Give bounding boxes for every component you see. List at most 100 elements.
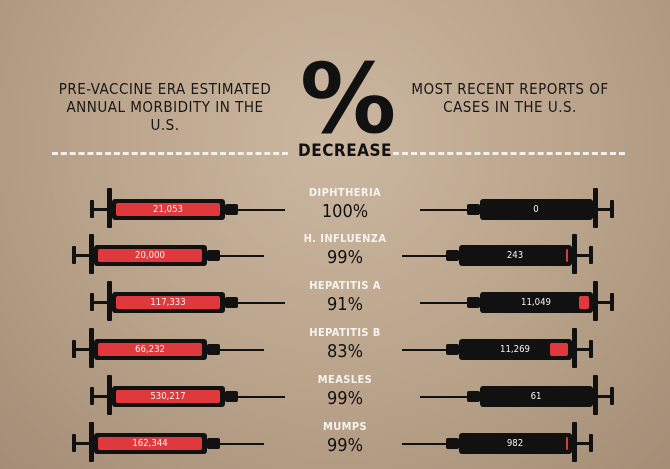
syringe-tip xyxy=(446,344,459,355)
syringe-barrel xyxy=(480,386,593,407)
syringe-tip xyxy=(207,438,220,449)
recent-cases-syringe: 982 xyxy=(402,420,594,466)
disease-row: 162,344 MUMPS 99% 982 xyxy=(0,420,670,466)
decrease-label: DECREASE xyxy=(298,141,392,161)
plunger-rod xyxy=(598,207,610,211)
decrease-percent: 100% xyxy=(321,201,369,222)
pre-vaccine-syringe: 21,053 xyxy=(90,186,285,232)
plunger-rod xyxy=(76,441,92,445)
disease-name: DIPHTHERIA xyxy=(308,186,382,199)
recent-cases-value: 61 xyxy=(530,390,542,402)
plunger-rod xyxy=(94,394,110,398)
plunger-rod xyxy=(76,253,92,257)
pre-vaccine-syringe: 530,217 xyxy=(90,373,285,419)
plunger-rod xyxy=(577,441,589,445)
recent-cases-value: 11,049 xyxy=(521,296,551,308)
plunger-cap xyxy=(589,340,593,358)
syringe-flange xyxy=(107,375,112,415)
disease-name: MUMPS xyxy=(322,420,368,433)
disease-row: 530,217 MEASLES 99% 61 xyxy=(0,373,670,419)
plunger-cap xyxy=(72,434,76,452)
pre-vaccine-syringe: 162,344 xyxy=(72,420,264,466)
plunger-rod xyxy=(94,300,110,304)
syringe-tip xyxy=(467,297,480,308)
plunger-rod xyxy=(577,347,589,351)
plunger-cap xyxy=(610,387,614,405)
decrease-percent: 99% xyxy=(327,247,363,268)
syringe-tip xyxy=(225,297,238,308)
recent-cases-value: 11,269 xyxy=(500,343,530,355)
disease-row: 21,053 DIPHTHERIA 100% 0 xyxy=(0,186,670,232)
recent-cases-syringe: 11,269 xyxy=(402,326,594,372)
divider-left xyxy=(52,152,288,155)
syringe-needle xyxy=(420,208,467,211)
plunger-rod xyxy=(598,300,610,304)
syringe-fill xyxy=(98,249,202,262)
syringe-tip xyxy=(207,344,220,355)
pre-vaccine-value: 66,232 xyxy=(135,343,165,355)
decrease-percent: 99% xyxy=(327,435,363,456)
syringe-fill xyxy=(98,343,202,356)
pre-vaccine-value: 530,217 xyxy=(150,390,186,402)
syringe-tip xyxy=(446,438,459,449)
recent-cases-value: 982 xyxy=(506,437,524,449)
syringe-fill xyxy=(116,390,220,403)
plunger-rod xyxy=(76,347,92,351)
pre-vaccine-syringe: 20,000 xyxy=(72,232,264,278)
syringe-fill xyxy=(579,296,589,309)
disease-name: H. INFLUENZA xyxy=(303,232,387,245)
recent-cases-syringe: 243 xyxy=(402,232,594,278)
decrease-percent: 91% xyxy=(327,294,363,315)
disease-row: 20,000 H. INFLUENZA 99% 243 xyxy=(0,232,670,278)
syringe-flange xyxy=(593,281,598,321)
pre-vaccine-value: 117,333 xyxy=(150,296,186,308)
syringe-needle xyxy=(238,208,285,211)
plunger-cap xyxy=(90,387,94,405)
syringe-flange xyxy=(593,375,598,415)
syringe-flange xyxy=(572,328,577,368)
syringe-tip xyxy=(207,250,220,261)
syringe-fill xyxy=(116,296,220,309)
disease-row: 117,333 HEPATITIS A 91% 11,049 xyxy=(0,279,670,325)
left-header: PRE-VACCINE ERA ESTIMATED ANNUAL MORBIDI… xyxy=(58,80,272,134)
syringe-barrel xyxy=(459,245,572,266)
pre-vaccine-value: 20,000 xyxy=(135,249,165,261)
syringe-fill xyxy=(566,437,568,450)
syringe-fill xyxy=(116,203,220,216)
pre-vaccine-syringe: 66,232 xyxy=(72,326,264,372)
syringe-tip xyxy=(446,250,459,261)
syringe-barrel xyxy=(459,433,572,454)
recent-cases-syringe: 11,049 xyxy=(420,279,615,325)
pre-vaccine-value: 162,344 xyxy=(132,437,168,449)
percent-symbol: % xyxy=(300,43,397,155)
plunger-cap xyxy=(610,293,614,311)
syringe-needle xyxy=(402,442,446,445)
syringe-fill xyxy=(550,343,568,356)
plunger-cap xyxy=(90,200,94,218)
plunger-rod xyxy=(598,394,610,398)
plunger-cap xyxy=(72,246,76,264)
syringe-needle xyxy=(238,395,285,398)
plunger-cap xyxy=(589,246,593,264)
plunger-cap xyxy=(610,200,614,218)
plunger-rod xyxy=(577,253,589,257)
pre-vaccine-value: 21,053 xyxy=(153,203,183,215)
divider-right xyxy=(393,152,625,155)
syringe-flange xyxy=(107,281,112,321)
syringe-needle xyxy=(220,442,264,445)
syringe-needle xyxy=(402,254,446,257)
disease-name: HEPATITIS A xyxy=(309,279,381,292)
syringe-barrel xyxy=(480,292,593,313)
disease-name: HEPATITIS B xyxy=(309,326,381,339)
syringe-tip xyxy=(467,391,480,402)
syringe-barrel xyxy=(459,339,572,360)
plunger-rod xyxy=(94,207,110,211)
recent-cases-syringe: 0 xyxy=(420,186,615,232)
decrease-percent: 83% xyxy=(327,341,363,362)
disease-row: 66,232 HEPATITIS B 83% 11,269 xyxy=(0,326,670,372)
plunger-cap xyxy=(589,434,593,452)
syringe-needle xyxy=(402,348,446,351)
syringe-flange xyxy=(107,188,112,228)
syringe-fill xyxy=(98,437,202,450)
plunger-cap xyxy=(90,293,94,311)
